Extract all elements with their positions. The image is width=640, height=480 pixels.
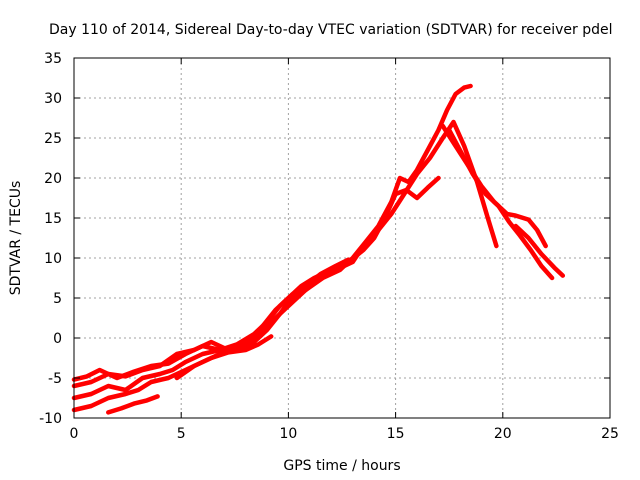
- x-tick-label: 10: [279, 426, 297, 442]
- y-tick-label: 20: [44, 171, 62, 187]
- y-tick-label: 25: [44, 131, 62, 147]
- y-axis-title: SDTVAR / TECUs: [8, 181, 24, 296]
- y-tick-label: 35: [44, 51, 62, 67]
- y-tick-label: -10: [39, 411, 62, 427]
- series-line-track-i: [513, 223, 566, 278]
- tick-marks: [73, 57, 611, 419]
- y-tick-label: 15: [44, 211, 62, 227]
- y-tick-label: 5: [53, 291, 62, 307]
- series-line-track-e: [106, 394, 160, 415]
- x-tick-label: 15: [387, 426, 405, 442]
- y-tick-label: 30: [44, 91, 62, 107]
- x-tick-label: 0: [70, 426, 79, 442]
- x-axis-title: GPS time / hours: [283, 458, 400, 474]
- x-tick-label: 5: [177, 426, 186, 442]
- series-line-track-d: [71, 119, 499, 413]
- y-tick-label: -5: [48, 371, 62, 387]
- x-tick-label: 20: [494, 426, 512, 442]
- series-line-track-f: [174, 334, 274, 381]
- plot-frame: [73, 57, 611, 419]
- series-group: [71, 83, 566, 415]
- y-tick-labels: -10 -5 0 5 10 15 20 25 30 35: [39, 51, 62, 427]
- y-tick-label: 10: [44, 251, 62, 267]
- series-line-track-h: [446, 127, 555, 281]
- x-tick-label: 25: [601, 426, 619, 442]
- x-tick-labels: 0 5 10 15 20 25: [70, 426, 619, 442]
- chart-title: Day 110 of 2014, Sidereal Day-to-day VTE…: [49, 22, 613, 38]
- y-tick-label: 0: [53, 331, 62, 347]
